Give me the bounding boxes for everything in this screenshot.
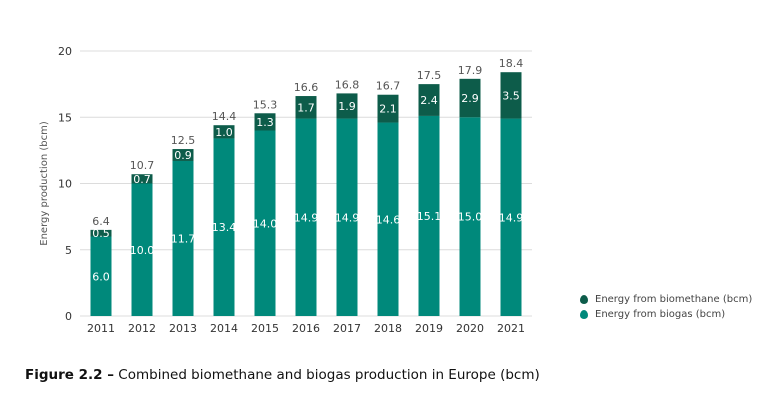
total-label: 10.7 — [130, 159, 155, 172]
data-label-biomethane: 2.4 — [420, 94, 438, 107]
bar-biomethane — [418, 84, 440, 116]
legend-label-biogas: Energy from biogas (bcm) — [595, 309, 726, 320]
bar-biogas — [500, 118, 522, 316]
bar-biomethane — [377, 94, 399, 123]
x-tick-label: 2018 — [374, 322, 402, 335]
data-label-biogas: 14.9 — [499, 211, 524, 224]
y-tick-label: 10 — [58, 178, 72, 191]
total-label: 16.7 — [376, 80, 401, 93]
figure-title: Combined biomethane and biogas productio… — [114, 367, 540, 383]
data-label-biomethane: 2.9 — [461, 92, 479, 105]
bar-biomethane — [336, 93, 358, 119]
data-label-biogas: 15.0 — [458, 211, 483, 224]
legend-label-biomethane: Energy from biomethane (bcm) — [595, 294, 753, 305]
y-tick-label: 15 — [58, 111, 72, 124]
data-label-biogas: 10.0 — [130, 244, 155, 257]
figure-caption: Figure 2.2 – Combined biomethane and bio… — [25, 367, 540, 383]
x-tick-label: 2014 — [210, 322, 238, 335]
x-tick-label: 2015 — [251, 322, 279, 335]
total-label: 17.5 — [417, 69, 442, 82]
legend-item-biogas: Energy from biogas (bcm) — [580, 307, 752, 322]
x-tick-label: 2012 — [128, 322, 156, 335]
bar-biogas — [172, 160, 194, 316]
bar-biomethane — [254, 113, 276, 131]
data-label-biogas: 11.7 — [171, 232, 196, 245]
data-label-biogas: 14.9 — [335, 211, 360, 224]
bar-biogas — [254, 130, 276, 316]
bar-biogas — [459, 117, 481, 316]
data-label-biomethane: 1.9 — [338, 100, 356, 113]
data-label-biogas: 6.0 — [92, 270, 110, 283]
total-label: 15.3 — [253, 98, 278, 111]
data-label-biomethane: 1.7 — [297, 101, 315, 114]
bar-biomethane — [90, 229, 112, 237]
chart-legend: Energy from biomethane (bcm) Energy from… — [580, 292, 752, 322]
bar-biomethane — [295, 96, 317, 119]
x-tick-label: 2013 — [169, 322, 197, 335]
total-label: 6.4 — [92, 215, 110, 228]
y-tick-label: 5 — [65, 244, 72, 257]
bar-biomethane — [213, 125, 235, 139]
figure-label: Figure 2.2 – — [25, 367, 115, 383]
bar-biogas — [377, 122, 399, 316]
x-tick-label: 2017 — [333, 322, 361, 335]
data-label-biomethane: 1.0 — [215, 126, 233, 139]
total-label: 16.8 — [335, 78, 360, 91]
bar-biogas — [295, 118, 317, 316]
biomethane-swatch-icon — [580, 295, 588, 304]
data-label-biomethane: 2.1 — [379, 103, 397, 116]
bar-biogas — [131, 183, 153, 316]
data-label-biomethane: 0.5 — [92, 227, 110, 240]
x-tick-label: 2011 — [87, 322, 115, 335]
y-tick-label: 0 — [65, 310, 72, 323]
data-label-biogas: 13.4 — [212, 221, 237, 234]
total-label: 12.5 — [171, 134, 196, 147]
total-label: 17.9 — [458, 64, 483, 77]
bar-biomethane — [131, 174, 153, 184]
data-label-biomethane: 1.3 — [256, 116, 274, 129]
y-axis-label: Energy production (bcm) — [39, 121, 50, 246]
biogas-swatch-icon — [580, 310, 588, 319]
total-label: 14.4 — [212, 110, 237, 123]
x-tick-label: 2016 — [292, 322, 320, 335]
legend-item-biomethane: Energy from biomethane (bcm) — [580, 292, 752, 307]
y-tick-label: 20 — [58, 45, 72, 58]
total-label: 18.4 — [499, 57, 524, 70]
bar-biogas — [213, 138, 235, 316]
data-label-biomethane: 3.5 — [502, 89, 520, 102]
data-label-biogas: 14.0 — [253, 217, 278, 230]
x-tick-label: 2021 — [497, 322, 525, 335]
data-label-biogas: 15.1 — [417, 210, 442, 223]
data-label-biomethane: 0.7 — [133, 173, 151, 186]
data-label-biogas: 14.6 — [376, 213, 401, 226]
bar-biomethane — [172, 149, 194, 161]
data-label-biogas: 14.9 — [294, 211, 319, 224]
x-tick-label: 2020 — [456, 322, 484, 335]
total-label: 16.6 — [294, 81, 319, 94]
bar-biomethane — [500, 72, 522, 119]
data-label-biomethane: 0.9 — [174, 149, 192, 162]
x-tick-label: 2019 — [415, 322, 443, 335]
bar-biogas — [418, 115, 440, 316]
bar-biogas — [336, 118, 358, 316]
bar-biogas — [90, 236, 112, 316]
bar-biomethane — [459, 78, 481, 118]
